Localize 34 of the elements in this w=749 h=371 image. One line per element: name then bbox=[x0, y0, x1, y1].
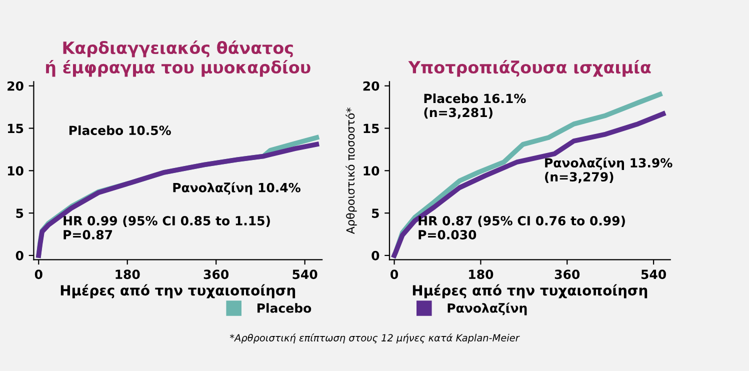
text: Placebo 16.1% bbox=[424, 94, 526, 104]
x-tick-label: 360 bbox=[554, 270, 580, 280]
x-tick-label: 0 bbox=[34, 270, 42, 280]
y-tick-label: 10 bbox=[364, 166, 380, 176]
text: Ρανολαζίνη 13.9% bbox=[545, 157, 672, 170]
text: (n=3,279) bbox=[545, 172, 614, 184]
y-axis-title: Αρθροιστικό ποσοστό* bbox=[346, 108, 357, 234]
y-tick-label: 15 bbox=[8, 124, 24, 134]
chart-title: Καρδιαγγειακός θάνατος ή έμφραγμα του μυοκαρδίου bbox=[46, 40, 310, 77]
legend-label: Placebo bbox=[257, 303, 312, 313]
x-tick-label: 540 bbox=[292, 270, 318, 280]
y-tick-label: 0 bbox=[372, 250, 380, 260]
text: *Αρθροιστική επίπτωση στους 12 μήνες κατά Kaplan-Meier bbox=[230, 334, 520, 344]
y-tick-label: 20 bbox=[8, 81, 24, 91]
x-tick-label: 180 bbox=[116, 270, 140, 280]
y-tick-label: 0 bbox=[16, 250, 24, 260]
x-axis-title: Ημέρες από την τυχαιοποίηση bbox=[60, 284, 296, 298]
y-tick-label: 20 bbox=[363, 81, 380, 91]
y-tick-label: 15 bbox=[364, 124, 379, 134]
y-tick-label: 5 bbox=[16, 208, 24, 218]
x-axis-title: Ημέρες από την τυχαιοποίηση bbox=[412, 284, 648, 298]
y-tick-label: 10 bbox=[8, 166, 24, 176]
text: Ρανολαζίνη 10.4% bbox=[173, 182, 300, 195]
text: (n=3,281) bbox=[424, 108, 492, 119]
x-tick-label: 180 bbox=[469, 270, 494, 280]
x-tick-label: 0 bbox=[390, 270, 398, 280]
text: Placebo 10.5% bbox=[69, 125, 171, 136]
chart-title: Υποτροπιάζουσα ισχαιμία bbox=[408, 60, 651, 77]
legend-label: Ρανολαζίνη bbox=[448, 302, 527, 316]
y-tick-label: 5 bbox=[372, 208, 379, 218]
annotation: HR 0.87 (95% CI 0.76 to 0.99) P=0.030 bbox=[418, 216, 625, 240]
x-tick-label: 540 bbox=[641, 270, 666, 280]
x-tick-label: 360 bbox=[204, 270, 229, 280]
annotation: HR 0.99 (95% CI 0.85 to 1.15) P=0.87 bbox=[64, 216, 270, 240]
